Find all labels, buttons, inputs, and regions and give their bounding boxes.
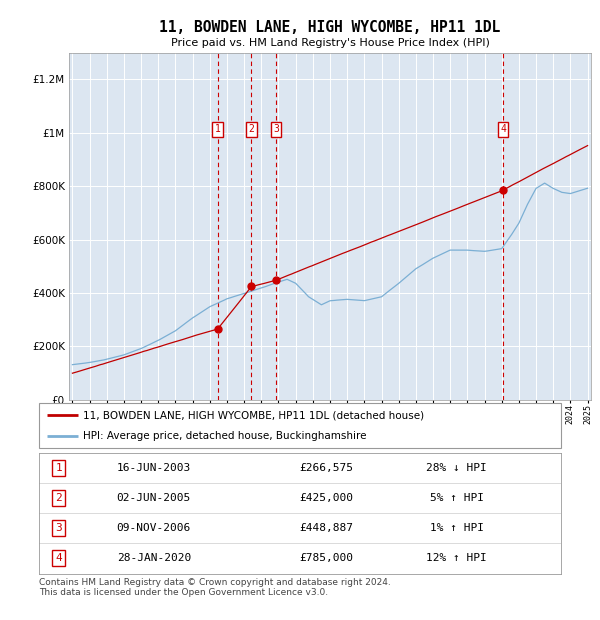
Text: 4: 4 — [55, 554, 62, 564]
Text: 2: 2 — [248, 124, 254, 134]
Text: 3: 3 — [55, 523, 62, 533]
Text: 11, BOWDEN LANE, HIGH WYCOMBE, HP11 1DL: 11, BOWDEN LANE, HIGH WYCOMBE, HP11 1DL — [160, 20, 500, 35]
Text: 09-NOV-2006: 09-NOV-2006 — [117, 523, 191, 533]
Text: 12% ↑ HPI: 12% ↑ HPI — [426, 554, 487, 564]
Text: Price paid vs. HM Land Registry's House Price Index (HPI): Price paid vs. HM Land Registry's House … — [170, 38, 490, 48]
Text: 4: 4 — [500, 124, 506, 134]
Text: 3: 3 — [273, 124, 279, 134]
Text: 02-JUN-2005: 02-JUN-2005 — [117, 493, 191, 503]
Text: £266,575: £266,575 — [299, 463, 353, 472]
Text: 1% ↑ HPI: 1% ↑ HPI — [430, 523, 484, 533]
Text: 5% ↑ HPI: 5% ↑ HPI — [430, 493, 484, 503]
Text: 2: 2 — [55, 493, 62, 503]
Text: Contains HM Land Registry data © Crown copyright and database right 2024.
This d: Contains HM Land Registry data © Crown c… — [39, 578, 391, 597]
Text: £448,887: £448,887 — [299, 523, 353, 533]
Text: 1: 1 — [215, 124, 221, 134]
Text: £785,000: £785,000 — [299, 554, 353, 564]
Text: 16-JUN-2003: 16-JUN-2003 — [117, 463, 191, 472]
Text: 1: 1 — [55, 463, 62, 472]
Text: £425,000: £425,000 — [299, 493, 353, 503]
Text: 28% ↓ HPI: 28% ↓ HPI — [426, 463, 487, 472]
Text: 11, BOWDEN LANE, HIGH WYCOMBE, HP11 1DL (detached house): 11, BOWDEN LANE, HIGH WYCOMBE, HP11 1DL … — [83, 410, 424, 420]
Text: 28-JAN-2020: 28-JAN-2020 — [117, 554, 191, 564]
Text: HPI: Average price, detached house, Buckinghamshire: HPI: Average price, detached house, Buck… — [83, 430, 367, 441]
